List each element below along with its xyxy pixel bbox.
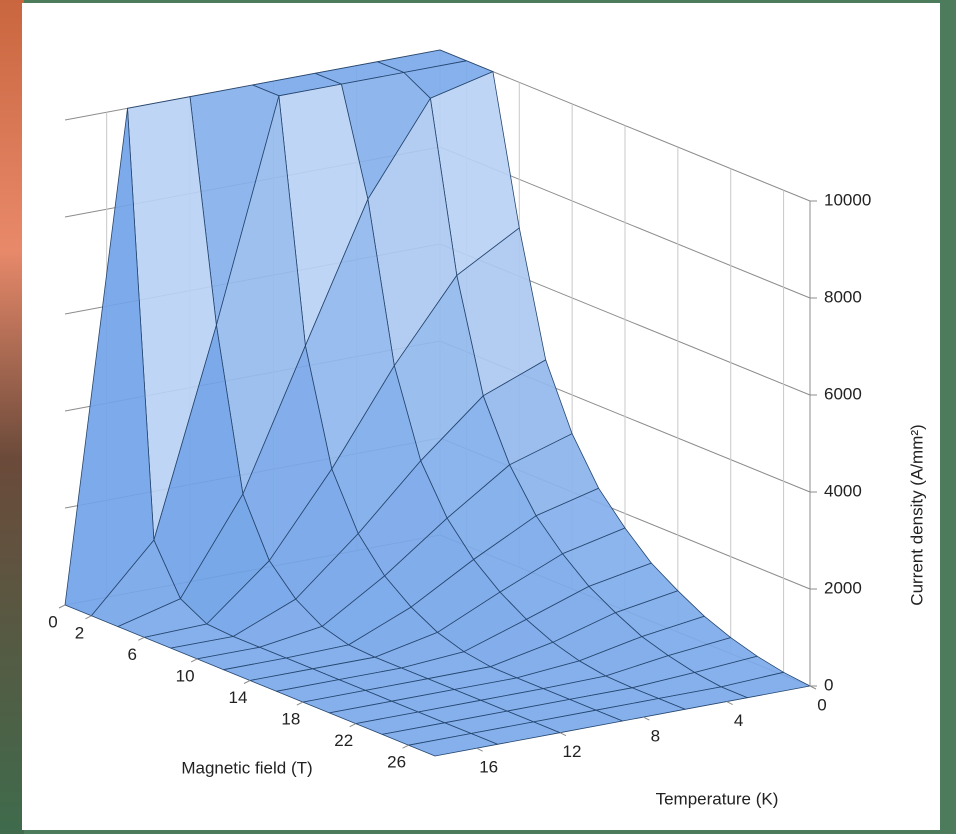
- y-tick-label: 0: [817, 695, 826, 714]
- surface-cell: [408, 733, 498, 757]
- y-tick-label: 4: [734, 711, 743, 730]
- x-tick-label: 22: [334, 731, 353, 750]
- x-tick: [402, 744, 409, 749]
- z-tick-label: 10000: [824, 190, 871, 209]
- x-tick: [138, 636, 145, 641]
- x-tick-label: 14: [229, 688, 248, 707]
- z-tick-label: 6000: [824, 384, 862, 403]
- x-tick-label: 6: [128, 645, 137, 664]
- y-tick: [476, 747, 483, 752]
- surface: [64, 49, 811, 757]
- x-tick-label: 0: [48, 612, 57, 631]
- y-tick: [809, 685, 817, 690]
- z-tick-label: 0: [824, 675, 833, 694]
- y-tick: [643, 716, 650, 721]
- y-tick: [559, 732, 567, 737]
- x-tick: [296, 701, 304, 706]
- y-tick: [726, 701, 733, 706]
- x-tick-label: 18: [281, 710, 300, 729]
- x-tick-label: 10: [176, 666, 195, 685]
- x-tick: [190, 658, 198, 663]
- y-axis-title: Temperature (K): [656, 789, 779, 808]
- x-tick: [58, 604, 66, 609]
- x-tick-label: 2: [75, 623, 84, 642]
- y-tick-label: 8: [651, 727, 660, 746]
- background-strip: [0, 0, 24, 834]
- z-tick-label: 4000: [824, 481, 862, 500]
- x-axis-title: Magnetic field (T): [181, 758, 312, 777]
- z-tick-label: 2000: [824, 578, 862, 597]
- x-tick: [349, 723, 356, 728]
- z-axis-title: Current density (A/mm²): [907, 424, 926, 605]
- x-tick: [85, 615, 92, 620]
- y-tick-label: 12: [563, 742, 582, 761]
- y-tick-label: 16: [479, 758, 498, 777]
- axes: 0200040006000800010000026101418222604812…: [48, 190, 871, 776]
- x-tick: [243, 680, 251, 684]
- z-tick-label: 8000: [824, 287, 862, 306]
- x-tick-label: 26: [387, 753, 406, 772]
